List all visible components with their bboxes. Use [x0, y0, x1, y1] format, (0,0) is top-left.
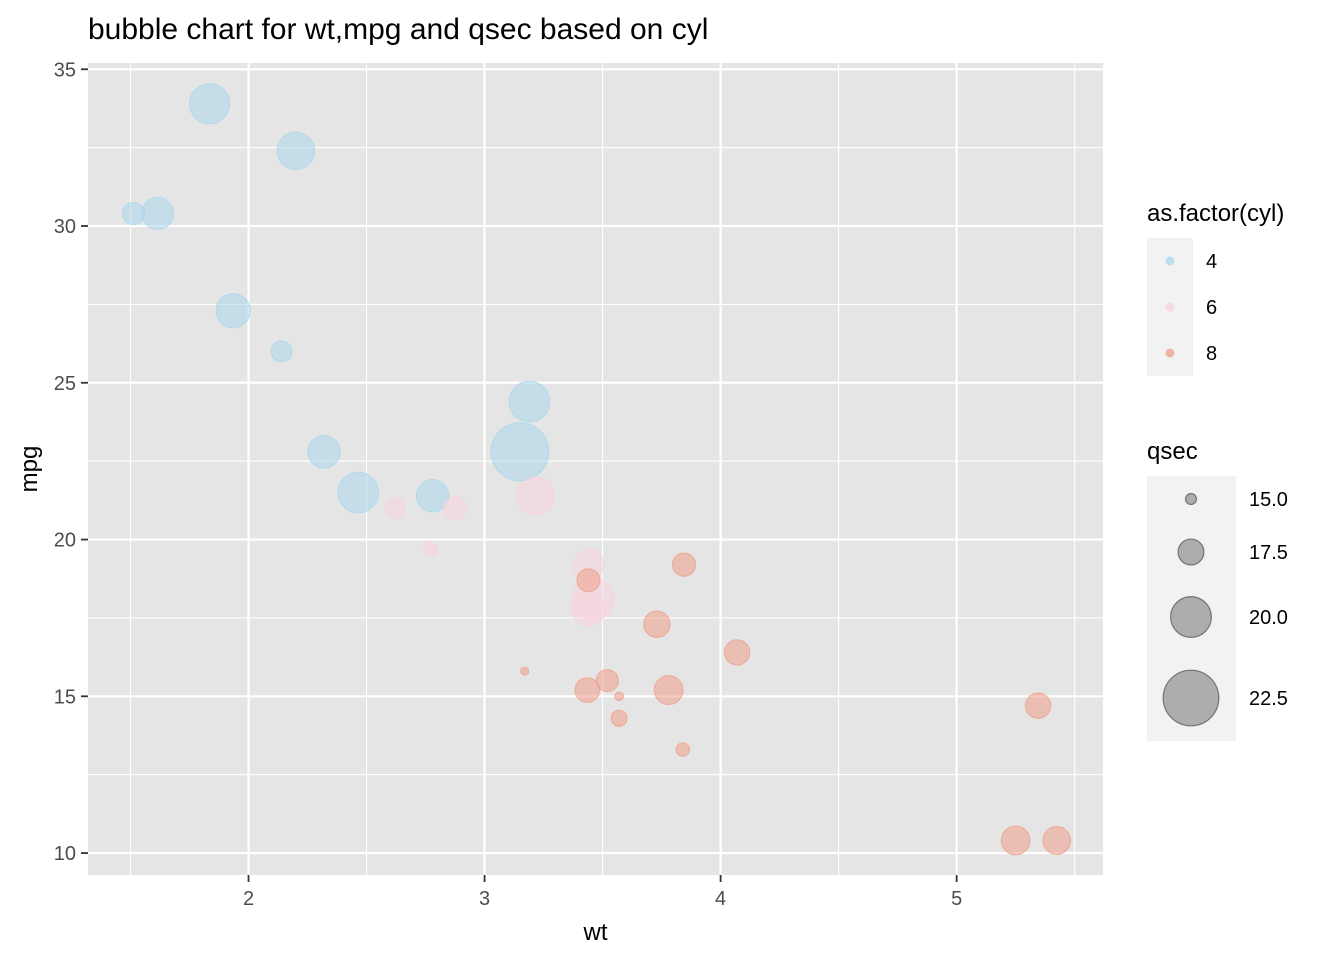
y-tick-label: 35 [54, 59, 76, 81]
color-legend-title: as.factor(cyl) [1147, 200, 1284, 227]
x-axis-title: wt [583, 919, 608, 946]
bubble-cyl-4 [490, 422, 550, 482]
y-tick-label: 20 [54, 530, 76, 552]
x-tick-label: 3 [479, 888, 490, 910]
bubble-cyl-4 [270, 340, 293, 363]
bubble-cyl-4 [307, 435, 341, 469]
bubble-cyl-8 [1024, 692, 1052, 719]
color-key-4 [1165, 256, 1175, 266]
bubble-cyl-6 [422, 541, 438, 557]
size-legend-label: 15.0 [1249, 489, 1288, 511]
bubble-cyl-4 [121, 201, 146, 226]
bubble-cyl-8 [643, 610, 671, 638]
color-key-8 [1165, 348, 1175, 358]
bubble-cyl-4 [508, 380, 551, 423]
size-legend-label: 22.5 [1249, 688, 1288, 710]
color-legend-label: 8 [1206, 343, 1217, 365]
bubble-cyl-8 [614, 691, 624, 702]
bubble-cyl-8 [675, 742, 691, 757]
bubble-cyl-8 [1000, 825, 1031, 856]
y-tick-label: 15 [54, 686, 76, 708]
size-legend-label: 20.0 [1249, 607, 1288, 629]
bubble-cyl-4 [141, 197, 175, 230]
bubble-cyl-6 [516, 476, 555, 515]
bubble-cyl-6 [570, 590, 607, 627]
color-legend-label: 6 [1206, 297, 1217, 319]
plot-panel [88, 63, 1103, 875]
y-tick-label: 25 [54, 373, 76, 395]
y-tick-label: 10 [54, 843, 76, 865]
y-tick-label: 30 [54, 216, 76, 238]
size-key-20.0 [1170, 596, 1212, 638]
grid-lines [88, 63, 1103, 875]
size-legend-label: 17.5 [1249, 542, 1288, 564]
bubble-cyl-8 [610, 709, 628, 727]
bubble-cyl-8 [1042, 826, 1072, 855]
bubble-cyl-4 [215, 293, 251, 329]
bubble-cyl-8 [576, 568, 601, 593]
x-tick-label: 5 [951, 888, 962, 910]
bubble-cyl-4 [188, 83, 231, 125]
color-key-6 [1165, 302, 1175, 312]
bubble-cyl-8 [671, 552, 697, 577]
size-legend: qsec 15.0 17.5 20.0 22.5 [1147, 438, 1288, 741]
bubble-cyl-8 [723, 639, 751, 666]
bubble-cyl-4 [415, 478, 450, 513]
size-key-22.5 [1162, 669, 1220, 727]
color-legend-label: 4 [1206, 251, 1217, 273]
y-axis-title: mpg [16, 446, 43, 493]
bubble-cyl-8 [574, 677, 601, 703]
bubble-cyl-4 [276, 131, 316, 171]
size-key-15.0 [1184, 492, 1198, 506]
bubble-cyl-8 [595, 669, 619, 693]
size-key-17.5 [1177, 538, 1205, 566]
color-legend: as.factor(cyl) 4 6 8 [1147, 200, 1284, 376]
x-tick-label: 2 [243, 888, 254, 910]
axes: 2 3 4 5 10 15 20 25 30 35 [54, 59, 962, 910]
bubble-cyl-6 [384, 497, 406, 519]
data-points [121, 83, 1072, 856]
bubble-cyl-8 [520, 666, 530, 676]
x-tick-label: 4 [715, 888, 726, 910]
bubble-cyl-8 [653, 675, 684, 705]
bubble-cyl-4 [337, 471, 380, 514]
size-legend-title: qsec [1147, 438, 1198, 465]
chart-title: bubble chart for wt,mpg and qsec based o… [88, 13, 708, 46]
bubble-cyl-6 [443, 496, 468, 521]
